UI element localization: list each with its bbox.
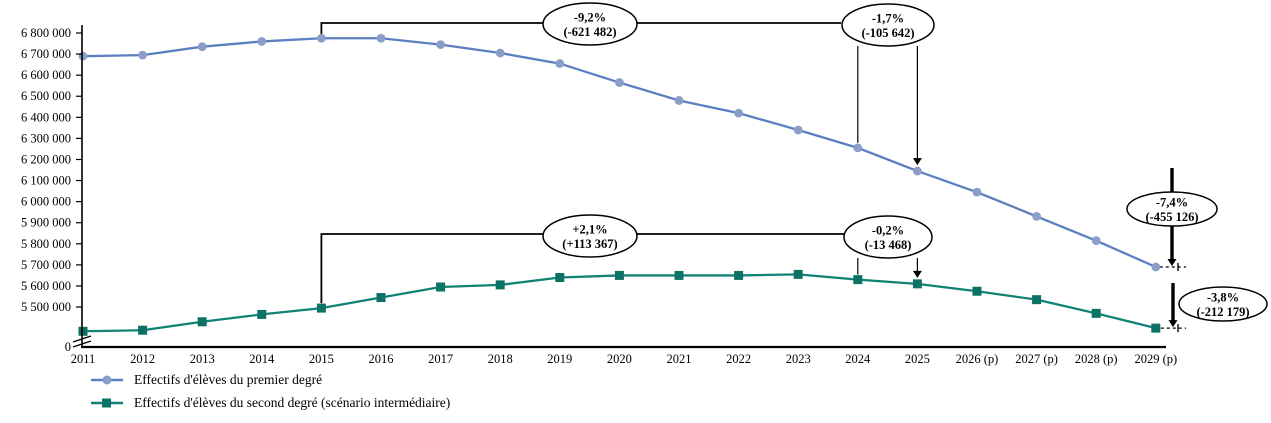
svg-text:(-105 642): (-105 642)	[861, 26, 914, 40]
legend-line-square-icon	[91, 398, 123, 408]
svg-text:(-13 468): (-13 468)	[865, 238, 912, 252]
svg-text:6 300 000: 6 300 000	[21, 131, 71, 145]
svg-text:2013: 2013	[190, 352, 215, 366]
svg-text:2028 (p): 2028 (p)	[1075, 352, 1118, 366]
svg-text:2011: 2011	[71, 352, 96, 366]
svg-text:5 500 000: 5 500 000	[21, 300, 71, 314]
series-layer	[78, 33, 1161, 336]
svg-text:(-455 126): (-455 126)	[1145, 210, 1198, 224]
svg-text:+2,1%: +2,1%	[572, 223, 607, 237]
svg-text:2020: 2020	[607, 352, 632, 366]
svg-text:(-621 482): (-621 482)	[563, 25, 616, 39]
legend-label-premier-degre: Effectifs d'élèves du premier degré	[134, 372, 323, 387]
svg-text:6 800 000: 6 800 000	[21, 26, 71, 40]
svg-text:5 700 000: 5 700 000	[21, 258, 71, 272]
annotation-ovals: -9,2%(-621 482) -1,7%(-105 642) +2,1%(+113…	[542, 2, 1268, 322]
svg-text:2023: 2023	[786, 352, 811, 366]
svg-text:2025: 2025	[905, 352, 930, 366]
svg-text:2015: 2015	[309, 352, 334, 366]
legend-line-circle-icon	[91, 375, 123, 385]
svg-text:2018: 2018	[488, 352, 513, 366]
svg-text:(-212 179): (-212 179)	[1196, 305, 1249, 319]
svg-text:2027 (p): 2027 (p)	[1015, 352, 1058, 366]
svg-text:(+113 367): (+113 367)	[562, 237, 617, 251]
svg-text:6 000 000: 6 000 000	[21, 195, 71, 209]
svg-text:-7,4%: -7,4%	[1156, 196, 1188, 210]
legend-item-premier-degre: Effectifs d'élèves du premier degré	[90, 372, 450, 388]
annotation-connectors	[320, 22, 1186, 333]
svg-text:5 600 000: 5 600 000	[21, 279, 71, 293]
svg-text:2012: 2012	[130, 352, 155, 366]
svg-text:2024: 2024	[845, 352, 871, 366]
svg-text:2014: 2014	[249, 352, 275, 366]
svg-text:6 600 000: 6 600 000	[21, 68, 71, 82]
svg-text:2029 (p): 2029 (p)	[1134, 352, 1177, 366]
svg-text:6 500 000: 6 500 000	[21, 89, 71, 103]
svg-text:6 400 000: 6 400 000	[21, 110, 71, 124]
svg-text:-0,2%: -0,2%	[872, 224, 904, 238]
svg-text:2021: 2021	[667, 352, 692, 366]
svg-text:6 200 000: 6 200 000	[21, 152, 71, 166]
svg-text:5 900 000: 5 900 000	[21, 216, 71, 230]
svg-text:2017: 2017	[428, 352, 453, 366]
svg-text:-1,7%: -1,7%	[872, 12, 904, 26]
svg-text:0: 0	[65, 340, 71, 354]
chart-legend: Effectifs d'élèves du premier degré Effe…	[90, 372, 450, 411]
svg-text:6 700 000: 6 700 000	[21, 47, 71, 61]
svg-text:2019: 2019	[547, 352, 572, 366]
svg-text:2022: 2022	[726, 352, 751, 366]
legend-item-second-degre: Effectifs d'élèves du second degré (scén…	[90, 395, 450, 411]
svg-text:6 100 000: 6 100 000	[21, 174, 71, 188]
svg-text:-3,8%: -3,8%	[1207, 291, 1239, 305]
svg-text:2016: 2016	[369, 352, 394, 366]
svg-text:-9,2%: -9,2%	[574, 11, 606, 25]
legend-label-second-degre: Effectifs d'élèves du second degré (scén…	[134, 395, 451, 410]
svg-text:2026 (p): 2026 (p)	[956, 352, 999, 366]
axes	[72, 25, 1166, 349]
svg-text:5 800 000: 5 800 000	[21, 237, 71, 251]
